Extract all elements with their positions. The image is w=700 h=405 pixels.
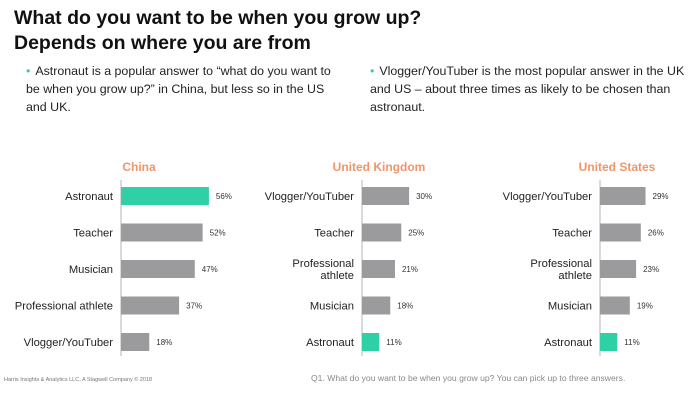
- united-kingdom-bar-vlogger-youtuber: [362, 187, 410, 205]
- united-kingdom-bar-musician: [362, 296, 391, 315]
- united-states-value-label-vlogger-youtuber: 29%: [653, 192, 669, 201]
- united-kingdom-value-label-musician: 18%: [397, 302, 413, 311]
- united-states-bar-astronaut: [600, 333, 618, 351]
- united-kingdom-category-label-line: Professional: [292, 258, 354, 270]
- united-states-bar-teacher: [600, 223, 641, 242]
- united-states-category-label-professional-athlete: Professional athlete: [530, 258, 592, 282]
- united-kingdom-category-label-vlogger-youtuber: Vlogger/YouTuber: [265, 191, 355, 203]
- china-value-label-professional-athlete: 37%: [186, 302, 202, 311]
- china-bar-astronaut: [121, 187, 209, 205]
- copyright-note: Harris Insights & Analytics LLC, A Stagw…: [4, 377, 153, 383]
- united-kingdom-category-label-teacher: Teacher: [314, 228, 354, 240]
- bullet-dot-icon: •: [370, 64, 375, 78]
- united-states-value-label-astronaut: 11%: [624, 338, 639, 347]
- united-kingdom-bar-astronaut: [362, 333, 380, 351]
- united-states-bar-professional-athlete: [600, 260, 637, 278]
- united-states-value-label-teacher: 26%: [648, 229, 664, 238]
- china-bar-vlogger-youtuber: [121, 333, 150, 351]
- united-states-value-label-professional-athlete: 23%: [643, 265, 659, 274]
- bullet-dot-icon: •: [26, 64, 31, 78]
- china-bar-professional-athlete: [121, 296, 180, 315]
- china-value-label-vlogger-youtuber: 18%: [156, 338, 172, 347]
- united-kingdom-value-label-vlogger-youtuber: 30%: [416, 192, 432, 201]
- china-category-label-astronaut: Astronaut: [65, 191, 114, 203]
- china-bar-teacher: [121, 223, 203, 242]
- united-kingdom-category-label-professional-athlete: Professional athlete: [292, 258, 354, 282]
- united-kingdom-bar-teacher: [362, 223, 402, 242]
- china-bar-musician: [121, 260, 195, 278]
- united-kingdom-value-label-teacher: 25%: [408, 229, 424, 238]
- bullet-china: • Astronaut is a popular answer to “what …: [26, 62, 346, 116]
- united-kingdom-value-label-professional-athlete: 21%: [402, 265, 418, 274]
- united-kingdom-category-label-musician: Musician: [310, 301, 354, 313]
- bullet-text-2: Vlogger/YouTuber is the most popular ans…: [370, 64, 685, 114]
- united-states-category-label-vlogger-youtuber: Vlogger/YouTuber: [503, 191, 593, 203]
- united-states-category-label-line: Professional: [530, 258, 592, 270]
- china-category-label-teacher: Teacher: [73, 228, 113, 240]
- united-states-category-label-line: athlete: [558, 270, 592, 282]
- china-category-label-vlogger-youtuber: Vlogger/YouTuber: [24, 337, 114, 349]
- bar-charts: China 56% Astronaut 52% Teacher 47% Musician 37…: [15, 160, 669, 356]
- china-value-label-teacher: 52%: [210, 229, 226, 238]
- china-chart-title: China: [122, 160, 156, 174]
- united-states-bar-musician: [600, 296, 630, 315]
- united-states-bar-vlogger-youtuber: [600, 187, 646, 205]
- bullet-text-1: Astronaut is a popular answer to “what d…: [26, 64, 331, 114]
- united-states-value-label-musician: 19%: [637, 302, 653, 311]
- question-note: Q1. What do you want to be when you grow…: [311, 373, 626, 383]
- united-kingdom-chart-title: United Kingdom: [333, 160, 426, 174]
- united-states-category-label-teacher: Teacher: [552, 228, 592, 240]
- china-category-label-musician: Musician: [69, 264, 113, 276]
- china-value-label-astronaut: 56%: [216, 192, 232, 201]
- united-kingdom-bar-professional-athlete: [362, 260, 395, 278]
- united-states-chart-title: United States: [579, 160, 656, 174]
- china-category-label-professional-athlete: Professional athlete: [15, 301, 113, 313]
- slide-title: What do you want to be when you grow up?…: [14, 7, 422, 54]
- united-kingdom-category-label-line: athlete: [320, 270, 354, 282]
- bullet-uk-us: • Vlogger/YouTuber is the most popular an…: [370, 62, 690, 116]
- united-states-category-label-musician: Musician: [548, 301, 592, 313]
- united-kingdom-value-label-astronaut: 11%: [386, 338, 401, 347]
- china-value-label-musician: 47%: [202, 265, 218, 274]
- united-states-category-label-astronaut: Astronaut: [544, 337, 593, 349]
- united-kingdom-category-label-astronaut: Astronaut: [306, 337, 355, 349]
